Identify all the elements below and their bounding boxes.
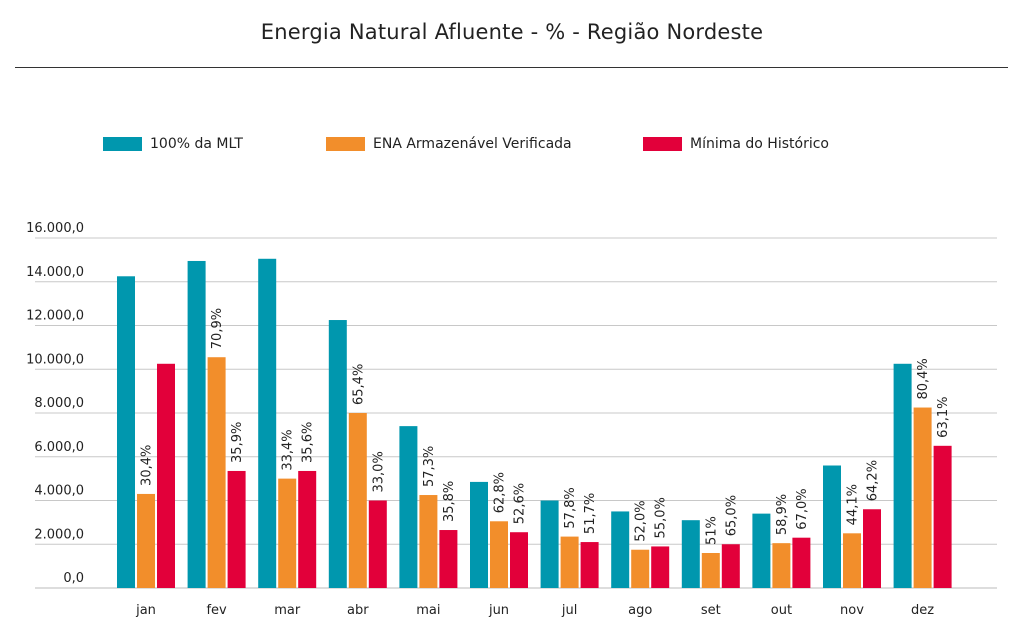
bar	[792, 537, 811, 588]
bar	[328, 320, 347, 588]
y-tick-label: 12.000,0	[26, 309, 84, 324]
bar	[399, 426, 418, 588]
title-divider	[15, 67, 1008, 68]
bar	[681, 520, 700, 588]
legend-swatch	[643, 137, 682, 151]
y-tick-label: 0,0	[63, 571, 84, 586]
y-tick-label: 16.000,0	[26, 221, 84, 236]
data-label: 51,7%	[583, 493, 598, 534]
bar	[117, 276, 135, 588]
legend-label: 100% da MLT	[150, 136, 243, 152]
x-category-label: abr	[347, 603, 369, 618]
bar	[137, 493, 155, 588]
bar	[510, 532, 528, 588]
bar	[611, 511, 630, 588]
bar	[187, 260, 206, 588]
x-category-label: jul	[561, 603, 577, 618]
x-category-label: jan	[135, 603, 156, 618]
data-label: 35,9%	[230, 422, 245, 463]
bar	[863, 509, 881, 588]
bar	[893, 363, 912, 588]
x-category-label: dez	[911, 603, 934, 618]
bar	[258, 258, 277, 588]
data-label: 57,3%	[422, 446, 437, 487]
bar	[580, 542, 599, 588]
data-label: 67,0%	[795, 488, 810, 529]
bar	[651, 546, 670, 588]
bar	[933, 445, 952, 588]
x-category-label: nov	[840, 603, 864, 618]
x-category-label: out	[771, 603, 792, 618]
data-label: 33,0%	[371, 451, 386, 492]
data-label: 65,0%	[724, 495, 739, 536]
bar	[721, 544, 740, 588]
data-label: 57,8%	[563, 487, 578, 528]
bar	[772, 543, 791, 588]
bar	[752, 513, 771, 588]
data-labels: 30,4% 70,9% 35,9% 33,4% 35,6% 65,4% 33,0% 57,3%…	[140, 308, 952, 545]
data-label: 30,4%	[140, 445, 155, 486]
legend-label: Mínima do Histórico	[690, 136, 829, 152]
bar	[368, 500, 387, 588]
bar	[560, 536, 579, 588]
chart-title: Energia Natural Afluente - % - Região No…	[260, 20, 764, 44]
legend-swatch	[103, 137, 142, 151]
legend: 100% da MLT ENA Armazenável Verificada Mín…	[103, 136, 829, 152]
bar	[227, 470, 246, 588]
bar	[278, 478, 297, 588]
bar	[631, 549, 650, 588]
y-axis-ticks: 0,0 2.000,0 4.000,0 6.000,0 8.000,0 10.000,0 1…	[26, 221, 84, 586]
bar	[439, 530, 458, 588]
data-label: 64,2%	[866, 460, 881, 501]
x-category-label: jun	[488, 603, 509, 618]
y-tick-label: 14.000,0	[26, 265, 84, 280]
bar	[913, 407, 932, 588]
x-category-label: fev	[206, 603, 227, 618]
data-label: 62,8%	[493, 472, 508, 513]
bar	[348, 413, 367, 588]
x-category-label: mar	[274, 603, 301, 618]
bar	[419, 495, 438, 588]
data-label: 55,0%	[654, 497, 669, 538]
data-label: 52,6%	[513, 483, 528, 524]
bar	[470, 481, 488, 588]
bar	[298, 470, 317, 588]
bar	[843, 533, 861, 588]
y-tick-label: 8.000,0	[34, 396, 84, 411]
y-tick-label: 6.000,0	[34, 440, 84, 455]
data-label: 52,0%	[634, 500, 649, 541]
data-label: 35,6%	[301, 422, 316, 463]
data-label: 63,1%	[936, 397, 951, 438]
bar	[207, 357, 226, 588]
x-category-label: set	[701, 603, 721, 618]
data-label: 58,9%	[775, 494, 790, 535]
bar	[490, 521, 508, 588]
data-label: 33,4%	[281, 429, 296, 470]
bar	[540, 500, 559, 588]
data-label: 44,1%	[846, 484, 861, 525]
bar	[701, 553, 720, 588]
data-label: 51%	[704, 516, 719, 545]
x-category-label: ago	[628, 603, 652, 618]
bars	[117, 258, 952, 588]
data-label: 65,4%	[351, 364, 366, 405]
data-label: 35,8%	[442, 481, 457, 522]
data-label: 70,9%	[210, 308, 225, 349]
x-axis-categories: jan fev mar abr mai jun jul ago set out nov dez	[135, 603, 934, 618]
bar	[157, 363, 175, 588]
y-tick-label: 2.000,0	[34, 527, 84, 542]
y-tick-label: 4.000,0	[34, 484, 84, 499]
y-tick-label: 10.000,0	[26, 352, 84, 367]
x-category-label: mai	[416, 603, 440, 618]
legend-swatch	[326, 137, 365, 151]
data-label: 80,4%	[916, 358, 931, 399]
bar	[823, 465, 841, 588]
legend-label: ENA Armazenável Verificada	[373, 136, 572, 152]
